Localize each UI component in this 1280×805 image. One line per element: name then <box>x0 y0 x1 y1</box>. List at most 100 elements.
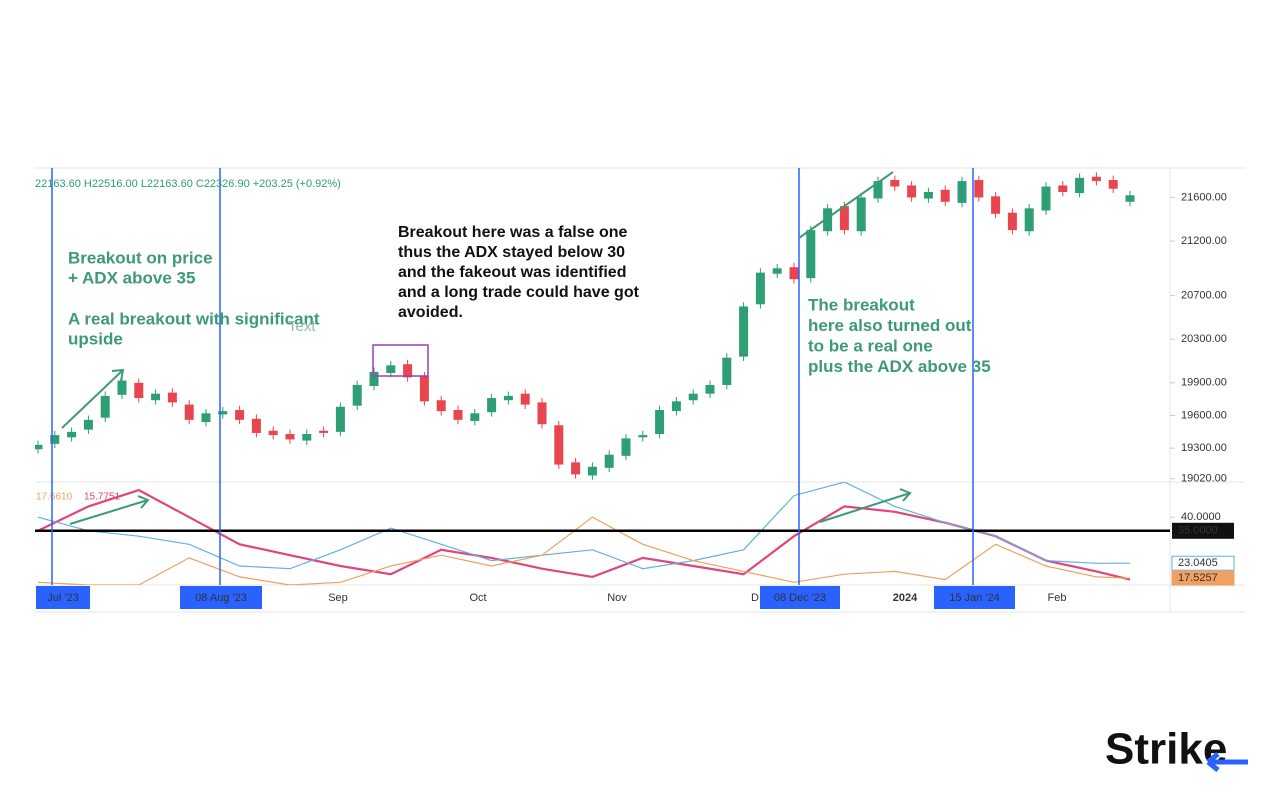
x-tick-label: Sep <box>328 592 348 604</box>
x-tick-label: Nov <box>607 592 627 604</box>
candle-body <box>688 393 698 401</box>
candle-body <box>503 395 513 401</box>
reference-label: 35.0000 <box>1178 525 1218 537</box>
annotation-line: A real breakout with significant <box>68 309 320 328</box>
event-lines <box>51 168 974 585</box>
y-tick-label: 19600.00 <box>1181 409 1227 421</box>
candle-body <box>856 197 866 232</box>
last-value-label: 23.0405 <box>1178 557 1218 569</box>
logo: Strike <box>1105 725 1248 774</box>
candle-body <box>386 365 396 373</box>
axes: 21600.00 21200.00 20700.00 20300.00 19900.00… <box>35 191 1235 609</box>
annotation-line: plus the ADX above 35 <box>808 357 991 376</box>
candle-body <box>520 393 530 405</box>
candle-body <box>369 371 379 387</box>
candle-body <box>604 454 614 468</box>
candle-body <box>806 230 816 279</box>
candle-body <box>319 430 329 433</box>
candle-body <box>35 444 43 450</box>
candle-body <box>1091 176 1101 182</box>
last-value-box <box>1171 570 1235 586</box>
highlight-box <box>372 344 429 377</box>
y-tick-label: 20300.00 <box>1181 333 1227 345</box>
annotation-line: and a long trade could have got <box>398 284 640 301</box>
indicator-line <box>37 482 1131 570</box>
candle-body <box>991 196 1001 214</box>
y-tick-label: 19300.00 <box>1181 442 1227 454</box>
candle-body <box>335 406 345 432</box>
candle-body <box>638 435 648 438</box>
ohlc-header: 22163.60 H22516.00 L22163.60 C22326.90 +… <box>35 178 341 190</box>
candle-body <box>201 413 211 423</box>
annotation-line: avoided. <box>398 304 463 321</box>
annotation-line: Breakout on price <box>68 248 213 267</box>
x-tick-label: Oct <box>469 592 486 604</box>
y-tick-label: 21600.00 <box>1181 191 1227 203</box>
annotation-line: here also turned out <box>808 316 972 335</box>
indicator-line <box>37 488 1131 581</box>
y-tick-label: 40.0000 <box>1181 511 1221 523</box>
candle-body <box>419 376 429 402</box>
candle-body <box>755 272 765 305</box>
logo-arrow <box>1206 752 1248 772</box>
x-tick-label: 2024 <box>893 592 918 604</box>
annotation-line: + ADX above 35 <box>68 268 195 287</box>
candle-body <box>218 411 228 415</box>
frame <box>35 167 1245 613</box>
date-box <box>934 586 1015 609</box>
candle-body <box>1058 185 1068 192</box>
candle-body <box>403 364 413 378</box>
candle-body <box>352 384 362 406</box>
candle-body <box>285 434 295 440</box>
candle-body <box>134 382 144 399</box>
candle-body <box>67 431 77 438</box>
date-label: 15 Jan '24 <box>949 592 999 604</box>
candle-body <box>167 392 177 403</box>
last-value-label: 17.5257 <box>1178 572 1218 584</box>
candle-body <box>184 404 194 420</box>
candle-body <box>100 395 110 418</box>
candle-body <box>1041 186 1051 211</box>
candle-body <box>739 306 749 357</box>
candle-body <box>655 410 665 435</box>
candle-body <box>302 434 312 441</box>
candle-body <box>839 206 849 231</box>
x-tick-label: D <box>751 592 759 604</box>
last-value-box <box>1171 555 1235 571</box>
date-label: 08 Dec '23 <box>774 592 826 604</box>
candle-body <box>268 430 278 436</box>
candle-body <box>789 267 799 280</box>
annotation-line: upside <box>68 329 123 348</box>
date-label: 08 Aug '23 <box>195 592 247 604</box>
candle-body <box>890 179 900 187</box>
candle-body <box>923 191 933 199</box>
candle-body <box>705 384 715 394</box>
candle-body <box>50 435 60 444</box>
y-tick-label: 19900.00 <box>1181 377 1227 389</box>
annotation-line: and the fakeout was identified <box>398 264 626 281</box>
indicator-line <box>37 516 1131 585</box>
candle-body <box>671 401 681 412</box>
candle-body <box>1075 177 1085 194</box>
candle-body <box>235 410 245 420</box>
candle-body <box>151 393 161 401</box>
legend-value: 17.6610 <box>36 492 73 503</box>
candle-body <box>571 462 581 475</box>
date-box <box>36 586 90 609</box>
y-tick-label: 20700.00 <box>1181 289 1227 301</box>
candle-body <box>823 208 833 232</box>
date-box <box>180 586 262 609</box>
candle-body <box>940 189 950 202</box>
annotation-line: thus the ADX stayed below 30 <box>398 244 625 261</box>
x-tick-label: Feb <box>1048 592 1067 604</box>
arrows <box>61 171 912 525</box>
annotation-line: to be a real one <box>808 336 933 355</box>
candle-body <box>470 413 480 421</box>
candle-body <box>957 181 967 203</box>
overlay-label: Text <box>288 318 316 335</box>
annotation-line: Breakout here was a false one <box>398 224 628 241</box>
candle-body <box>974 179 984 198</box>
legend-value: 15.7751 <box>84 492 121 503</box>
candle-body <box>873 181 883 199</box>
